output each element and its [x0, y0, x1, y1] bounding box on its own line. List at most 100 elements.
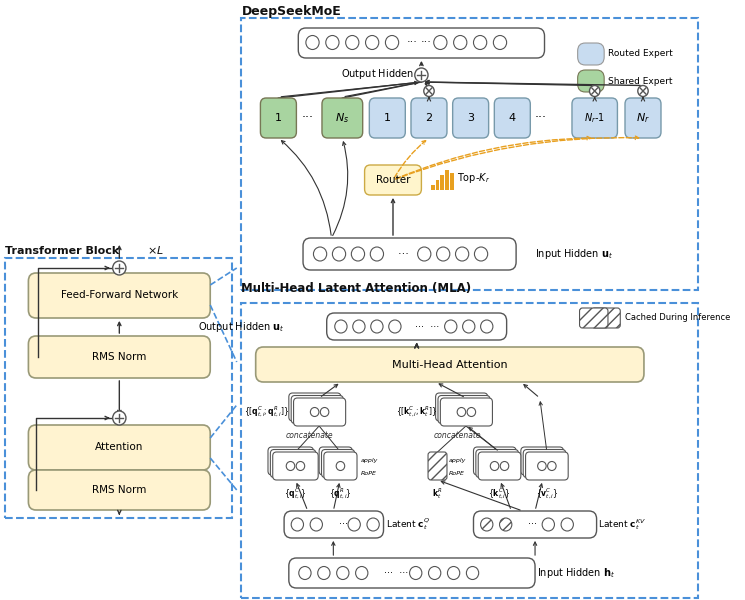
Circle shape — [291, 518, 303, 531]
Circle shape — [448, 566, 460, 580]
FancyBboxPatch shape — [298, 28, 545, 58]
Text: ···: ··· — [528, 520, 537, 529]
FancyBboxPatch shape — [364, 165, 422, 195]
Circle shape — [335, 320, 347, 333]
Bar — [241, 303, 698, 598]
Circle shape — [366, 35, 378, 49]
Circle shape — [314, 247, 327, 261]
Circle shape — [481, 518, 493, 531]
Text: DeepSeekMoE: DeepSeekMoE — [241, 5, 341, 18]
Circle shape — [311, 407, 319, 416]
FancyBboxPatch shape — [273, 452, 318, 480]
FancyBboxPatch shape — [303, 238, 516, 270]
Text: $\{\mathbf{k}^C_{t,i}\}$: $\{\mathbf{k}^C_{t,i}\}$ — [488, 486, 511, 500]
FancyBboxPatch shape — [411, 98, 447, 138]
Circle shape — [337, 566, 349, 580]
Circle shape — [481, 320, 493, 333]
Bar — [436, 180, 440, 190]
Text: Multi-Head Latent Attention (MLA): Multi-Head Latent Attention (MLA) — [241, 282, 472, 295]
Circle shape — [437, 247, 450, 261]
FancyBboxPatch shape — [28, 470, 210, 510]
FancyBboxPatch shape — [284, 511, 384, 538]
Circle shape — [445, 320, 457, 333]
FancyBboxPatch shape — [625, 98, 661, 138]
Text: Transformer Block: Transformer Block — [4, 246, 119, 256]
Circle shape — [355, 566, 368, 580]
Circle shape — [317, 566, 330, 580]
Bar — [4, 258, 232, 518]
Circle shape — [385, 35, 399, 49]
Text: Feed-Forward Network: Feed-Forward Network — [60, 290, 178, 301]
FancyBboxPatch shape — [322, 449, 355, 478]
FancyBboxPatch shape — [436, 393, 488, 421]
Text: Routed Expert: Routed Expert — [608, 49, 673, 58]
FancyBboxPatch shape — [478, 452, 521, 480]
Circle shape — [112, 411, 126, 425]
Circle shape — [455, 247, 469, 261]
FancyBboxPatch shape — [474, 447, 516, 475]
Text: 1: 1 — [384, 113, 391, 123]
Text: Input Hidden $\mathbf{h}_t$: Input Hidden $\mathbf{h}_t$ — [537, 566, 615, 580]
Circle shape — [297, 461, 305, 470]
Text: ···: ··· — [339, 520, 348, 529]
Text: apply: apply — [361, 458, 378, 463]
Circle shape — [320, 407, 329, 416]
Circle shape — [370, 247, 384, 261]
Circle shape — [389, 320, 401, 333]
Text: concatenate: concatenate — [286, 431, 334, 440]
Circle shape — [467, 407, 475, 416]
FancyBboxPatch shape — [525, 452, 568, 480]
Text: Top-$K_r$: Top-$K_r$ — [457, 171, 490, 185]
Text: $N_s$: $N_s$ — [335, 111, 349, 125]
Text: $\{\mathbf{q}^C_{t,i}\}$: $\{\mathbf{q}^C_{t,i}\}$ — [284, 486, 307, 500]
Text: ···: ··· — [535, 112, 547, 124]
Circle shape — [336, 461, 345, 470]
FancyBboxPatch shape — [291, 395, 343, 424]
Circle shape — [474, 35, 486, 49]
Circle shape — [475, 247, 488, 261]
Text: $N_r$-1: $N_r$-1 — [584, 111, 605, 125]
Text: ···  ···: ··· ··· — [398, 249, 426, 259]
FancyBboxPatch shape — [256, 347, 644, 382]
Text: Router: Router — [375, 175, 410, 185]
Text: Input Hidden $\mathbf{u}_t$: Input Hidden $\mathbf{u}_t$ — [535, 247, 613, 261]
Circle shape — [434, 35, 447, 49]
Text: $\{\mathbf{q}^R_{t,i}\}$: $\{\mathbf{q}^R_{t,i}\}$ — [329, 486, 352, 500]
Circle shape — [548, 461, 556, 470]
Text: concatenate: concatenate — [434, 431, 481, 440]
Circle shape — [306, 35, 319, 49]
Circle shape — [348, 518, 361, 531]
Circle shape — [561, 518, 574, 531]
Circle shape — [500, 518, 512, 531]
Text: Cached During Inference: Cached During Inference — [625, 313, 730, 323]
Text: $N_r$: $N_r$ — [636, 111, 650, 125]
Text: Latent $\mathbf{c}^Q_t$: Latent $\mathbf{c}^Q_t$ — [387, 517, 431, 532]
FancyBboxPatch shape — [577, 70, 604, 92]
Text: RoPE: RoPE — [361, 471, 377, 476]
FancyBboxPatch shape — [289, 558, 535, 588]
Text: 3: 3 — [467, 113, 474, 123]
Bar — [445, 170, 449, 190]
Circle shape — [371, 320, 383, 333]
Circle shape — [352, 320, 365, 333]
FancyBboxPatch shape — [322, 98, 363, 138]
FancyBboxPatch shape — [28, 273, 210, 318]
Bar — [450, 173, 454, 190]
FancyBboxPatch shape — [577, 43, 604, 65]
Text: Shared Expert: Shared Expert — [608, 76, 673, 85]
FancyBboxPatch shape — [428, 452, 447, 480]
Text: Output Hidden $\mathbf{u}_t$: Output Hidden $\mathbf{u}_t$ — [197, 319, 284, 334]
Circle shape — [410, 566, 422, 580]
Circle shape — [367, 518, 379, 531]
Circle shape — [454, 35, 467, 49]
Circle shape — [538, 461, 546, 470]
Circle shape — [457, 407, 466, 416]
FancyBboxPatch shape — [324, 452, 357, 480]
Circle shape — [286, 461, 295, 470]
FancyBboxPatch shape — [521, 447, 563, 475]
FancyBboxPatch shape — [370, 98, 405, 138]
Bar — [241, 18, 698, 290]
FancyBboxPatch shape — [453, 98, 489, 138]
Text: 1: 1 — [275, 113, 282, 123]
FancyBboxPatch shape — [319, 447, 352, 475]
